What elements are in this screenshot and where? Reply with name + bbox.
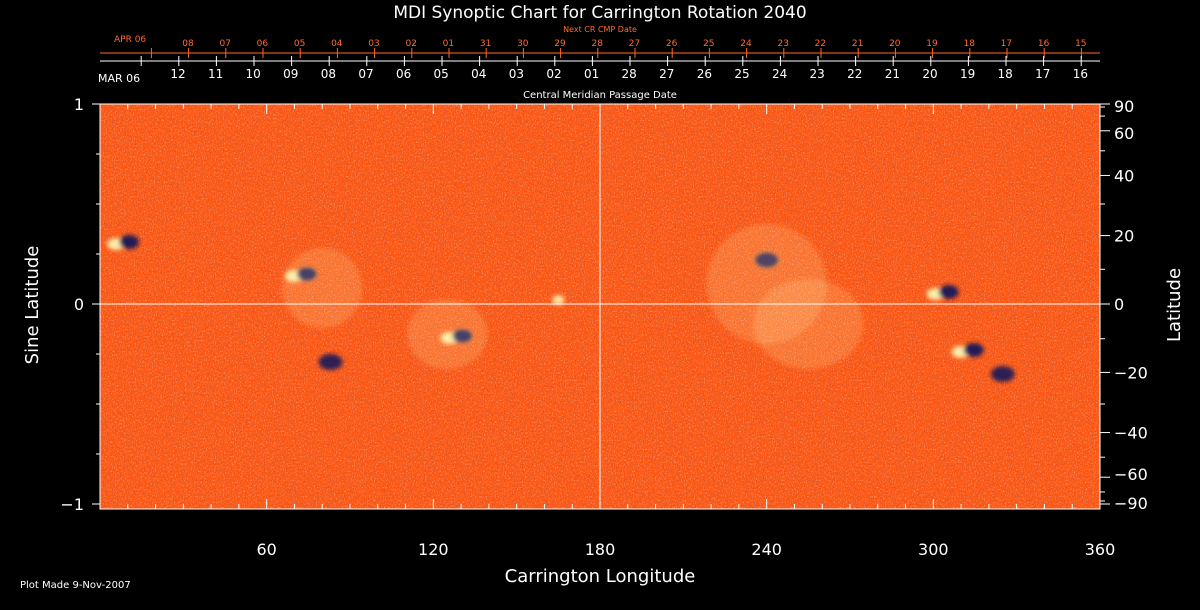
next-axis-label: Next CR CMP Date [563,25,637,34]
cmp-date-label: 06 [396,67,411,81]
next-date-label: 07 [219,39,230,49]
next-date-label: 17 [1001,39,1012,49]
next-date-label: 01 [443,39,454,49]
cmp-date-label: 23 [810,67,825,81]
next-date-label: 06 [257,39,269,49]
active-region-negative [318,354,343,370]
top-axis-start: MAR 06 [98,72,140,85]
cmp-date-label: 12 [170,67,185,81]
next-date-label: 26 [666,39,678,49]
plage-region [282,248,363,328]
next-date-label: 24 [740,39,752,49]
y-left-tick-label: −1 [60,495,84,514]
next-date-label: 30 [517,39,529,49]
next-date-label: 29 [554,39,566,49]
y-axis-label-right: Latitude [1164,268,1185,342]
y-right-tick-label: 60 [1114,124,1134,143]
y-right-tick-label: 20 [1114,227,1134,246]
cmp-date-label: 25 [734,67,749,81]
cmp-date-label: 16 [1073,67,1088,81]
next-axis-start: APR 06 [114,35,146,45]
cmp-date-label: 07 [358,67,373,81]
next-date-label: 18 [963,39,975,49]
next-date-label: 15 [1075,39,1086,49]
cmp-date-label: 01 [584,67,599,81]
cmp-date-label: 18 [998,67,1013,81]
y-right-tick-label: 40 [1114,166,1134,185]
cmp-date-label: 11 [208,67,223,81]
next-date-label: 23 [777,39,788,49]
y-left-tick-label: 1 [74,95,84,114]
cmp-date-label: 24 [772,67,787,81]
next-date-label: 05 [294,39,305,49]
cmp-date-label: 03 [509,67,524,81]
x-axis: 60 120 180 240 300 360 [127,104,1116,559]
top-axis-label: Central Meridian Passage Date [523,90,677,101]
cmp-date-label: 05 [434,67,449,81]
cmp-date-label: 21 [885,67,900,81]
x-tick-label: 360 [1085,540,1116,559]
x-tick-label: 300 [918,540,949,559]
next-date-label: 27 [629,39,640,49]
cmp-date-label: 10 [246,67,261,81]
plage-region [753,279,864,369]
y-right-tick-label: 0 [1114,295,1124,314]
plage-region [407,299,488,369]
y-axis-right: 90 60 40 20 0 −20 −40 −60 −90 [1100,97,1148,513]
plot-made-footer: Plot Made 9-Nov-2007 [20,580,131,591]
next-date-label: 02 [405,39,416,49]
next-date-label: 20 [889,39,901,49]
next-date-label: 04 [331,39,343,49]
next-date-label: 03 [368,39,379,49]
y-right-tick-label: 90 [1114,97,1134,116]
y-right-tick-label: −60 [1114,465,1148,484]
next-date-label: 31 [480,39,491,49]
x-axis-label: Carrington Longitude [505,566,696,587]
y-right-tick-label: −20 [1114,363,1148,382]
active-region-negative [990,366,1015,382]
y-left-tick-label: 0 [74,295,84,314]
next-date-label: 25 [703,39,714,49]
x-tick-label: 120 [418,540,449,559]
next-cmp-axis: 08 07 06 05 04 03 02 01 31 30 29 28 27 26 25 24 23 22 21 20… [100,39,1100,58]
active-region-positive [552,295,565,305]
cmp-date-label: 19 [960,67,975,81]
cmp-date-label: 26 [697,67,712,81]
cmp-date-label: 02 [546,67,561,81]
next-date-label: 08 [182,39,194,49]
chart-title: MDI Synoptic Chart for Carrington Rotati… [393,3,806,23]
cmp-date-label: 28 [622,67,637,81]
y-axis-label-left: Sine Latitude [22,246,43,365]
next-date-label: 16 [1038,39,1050,49]
next-date-label: 21 [852,39,863,49]
cmp-date-label: 04 [471,67,486,81]
active-region-negative [963,343,984,357]
cmp-date-label: 27 [659,67,674,81]
cmp-date-label: 17 [1035,67,1050,81]
cmp-date-label: 08 [321,67,336,81]
y-right-tick-label: −90 [1114,494,1148,513]
cmp-date-axis: 12 11 10 09 08 07 06 05 04 03 02 01 28 27 26 25 24 23 22 21… [100,56,1100,81]
cmp-date-label: 22 [847,67,862,81]
active-region-negative [119,235,140,249]
x-tick-label: 180 [585,540,616,559]
active-region-negative [938,285,959,299]
x-tick-label: 60 [256,540,276,559]
cmp-date-label: 09 [283,67,298,81]
y-right-tick-label: −40 [1114,424,1148,443]
x-tick-label: 240 [751,540,782,559]
next-date-label: 22 [815,39,826,49]
next-date-label: 19 [926,39,938,49]
cmp-date-label: 20 [922,67,937,81]
active-regions [107,224,1015,382]
next-date-label: 28 [591,39,603,49]
y-axis-left: 1 0 −1 [60,95,100,514]
